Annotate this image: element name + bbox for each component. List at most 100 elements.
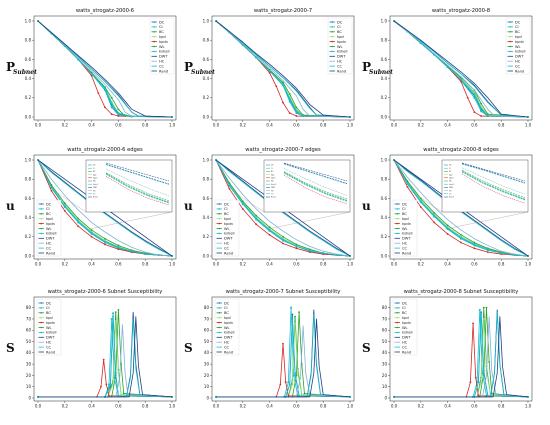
series-point-kshell (302, 115, 304, 117)
legend-marker (153, 35, 155, 38)
series-point-wl (104, 237, 106, 240)
inset-series-line (283, 174, 348, 205)
series-point-kpdn (466, 96, 469, 99)
series-line-rand (393, 20, 529, 118)
subplot: watts_strogatz-2000-7 0.0 0.2 0.4 0.6 0.8 1.0 0… (203, 8, 355, 128)
x-tick-label: 0.6 (115, 404, 122, 409)
y-tick-label: 10 (26, 384, 32, 389)
legend-marker (218, 217, 220, 220)
legend-marker (331, 35, 334, 38)
legend-entry: kshell (46, 331, 56, 335)
legend-entry: Rand (402, 251, 411, 255)
series-point-ci (406, 183, 409, 185)
series-point-kshell (110, 102, 113, 105)
legend-entry: BC (337, 30, 342, 34)
series-line-cc (215, 159, 351, 257)
series-point-kshell (298, 394, 300, 397)
series-point-kpdn (406, 185, 409, 188)
legend-marker (40, 203, 42, 205)
legend-marker (509, 21, 512, 23)
series-point-kshell (109, 383, 112, 386)
series-point-kpdn (90, 235, 93, 238)
y-axis-label-main: u (362, 199, 371, 213)
y-tick-label: 70 (204, 316, 210, 321)
series-point-kshell (90, 232, 93, 234)
y-axis-label: S (362, 341, 371, 355)
y-axis-label-main: u (6, 199, 15, 213)
legend-marker (396, 217, 399, 220)
series-point-kpdn (282, 342, 284, 345)
legend-entry: CI (46, 306, 50, 310)
inset-legend-entry: Rand (93, 197, 98, 199)
legend-marker (396, 316, 399, 319)
y-tick-label: 0.4 (203, 76, 210, 81)
legend-entry: Rand (224, 251, 233, 255)
inset-legend-entry: kshell (93, 184, 99, 186)
legend-entry: CI (402, 306, 406, 310)
y-tick-label: 0.2 (25, 95, 32, 100)
series-point-ci (481, 372, 484, 375)
y-tick-label: 0.6 (381, 196, 388, 201)
series-point-kshell (477, 381, 480, 384)
inset-series-line (105, 172, 170, 202)
series-point-kpdn (110, 113, 113, 116)
x-tick-label: 0.0 (391, 262, 398, 267)
y-axis-label-main: S (184, 341, 193, 355)
inset-connector (266, 211, 351, 230)
legend-marker (396, 232, 399, 235)
inset-series-line (105, 168, 170, 197)
inset-legend-entry: HC (271, 190, 274, 192)
x-tick-label: 0.0 (391, 404, 398, 409)
legend-marker (396, 222, 399, 225)
subplot-title: watts_strogatz-2000-7 Subnet Susceptibil… (226, 289, 341, 295)
y-tick-label: 20 (382, 373, 388, 378)
y-axis-label-main: P (184, 60, 193, 74)
legend-entry: kpdn (337, 40, 346, 44)
series-point-kpdn (104, 106, 106, 109)
x-tick-label: 1.0 (169, 123, 176, 128)
inset-legend-entry: BC (449, 171, 452, 173)
series-point-kshell (130, 250, 133, 253)
legend-marker (40, 312, 42, 314)
y-tick-label: 0.0 (25, 114, 32, 119)
series-point-kpdn (473, 247, 476, 250)
series-point-ci (478, 309, 481, 311)
legend-entry: CI (402, 207, 406, 211)
legend-entry: HC (46, 242, 52, 246)
inset-legend-entry: DC (449, 165, 452, 167)
y-tick-label: 10 (204, 384, 210, 389)
legend-entry: CI (224, 306, 228, 310)
legend-entry: CC (224, 246, 230, 250)
inset-series-line (283, 163, 348, 185)
legend-marker (218, 213, 220, 215)
legend-marker (40, 321, 42, 324)
legend-entry: kpd (46, 316, 53, 320)
y-axis-label: S (6, 341, 15, 355)
y-axis-label-sub: Subnet (13, 69, 37, 76)
series-point-kpdn (108, 394, 110, 397)
legend-entry: kpdn (402, 222, 411, 226)
y-axis-label-main: u (184, 199, 193, 213)
series-point-wl (480, 102, 482, 105)
inset-legend-entry: kpd (449, 174, 452, 176)
legend-entry: DWT (224, 336, 233, 340)
series-point-kshell (130, 115, 133, 118)
series-point-ci (419, 201, 422, 204)
y-tick-label: 1.0 (25, 18, 32, 23)
legend-entry: DWT (337, 55, 346, 59)
series-point-kshell (104, 87, 106, 90)
legend-entry: BC (515, 30, 520, 34)
subplot-title: watts_strogatz-2000-8 (432, 8, 490, 14)
series-point-wl (117, 309, 120, 311)
x-tick-label: 0.2 (418, 262, 425, 267)
series-point-kshell (288, 383, 291, 386)
series-point-wl (473, 241, 476, 244)
series-point-ci (290, 306, 292, 309)
y-axis-label-main: S (6, 341, 15, 355)
inset-series-line (105, 174, 170, 204)
inset-connector (444, 211, 529, 230)
inset-legend-entry: DWT (271, 187, 276, 189)
